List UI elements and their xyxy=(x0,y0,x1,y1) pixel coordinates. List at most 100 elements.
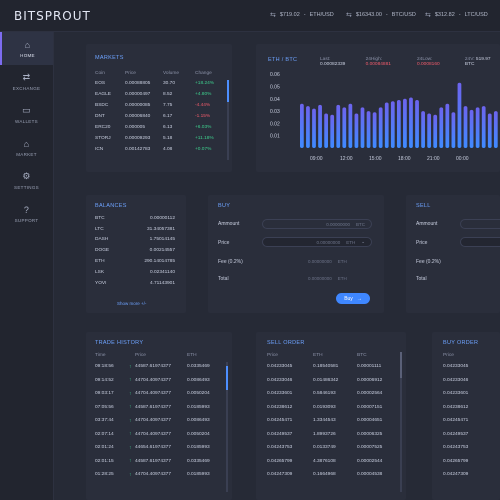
trade-history-scrollbar[interactable] xyxy=(226,362,228,492)
table-row[interactable]: EOS 0.00088805 30.70 +18.24% xyxy=(95,78,225,89)
sidebar-item-wallets[interactable]: ▭ WALLETS xyxy=(0,98,53,131)
table-row[interactable]: 0.04247309 xyxy=(443,468,499,482)
chart-bar[interactable] xyxy=(300,103,304,148)
table-row[interactable]: 09:03:17 ↑ 44704.40974377 0.0050204 xyxy=(95,387,225,401)
markets-scrollbar[interactable] xyxy=(227,80,229,160)
table-row[interactable]: LSK 0.02341140 xyxy=(95,267,175,278)
chart-bar[interactable] xyxy=(487,113,492,148)
scrollbar-thumb[interactable] xyxy=(226,366,228,390)
table-row[interactable]: 0.04233045 0.18540581 0.00001111 xyxy=(267,360,397,374)
table-row[interactable]: 09:18:56 ↑ 44587.61974377 0.0335469 xyxy=(95,360,225,374)
chart-bar[interactable] xyxy=(372,112,377,148)
chart-bar[interactable] xyxy=(318,104,322,148)
ticker-value: $719.02 xyxy=(279,12,300,18)
ticker-ltc-usd[interactable]: ⇆ $312.82 - LTC/USD xyxy=(425,11,488,19)
table-row[interactable]: ICN 0.00142783 4.08 +0.07% xyxy=(95,144,225,155)
chart-bar[interactable] xyxy=(457,82,462,148)
table-row[interactable]: 0.04233045 xyxy=(443,360,499,374)
chart-bar[interactable] xyxy=(475,107,480,148)
table-row[interactable]: 02:01:24 ↑ 44654.61974377 0.0185993 xyxy=(95,441,225,455)
ticker-btc-usd[interactable]: ⇆ $16343.00 - BTC/USD xyxy=(346,11,416,19)
chart-bar[interactable] xyxy=(366,111,371,148)
chart-bar[interactable] xyxy=(354,113,359,148)
chart-bar[interactable] xyxy=(403,98,407,148)
table-row[interactable]: 0.04233601 xyxy=(443,387,499,401)
table-row[interactable]: 07:05:56 ↑ 44587.61974377 0.0185993 xyxy=(95,401,225,415)
chart-bar[interactable] xyxy=(360,107,365,148)
chevron-down-icon[interactable]: ⌄ xyxy=(361,239,365,244)
chart-bar[interactable] xyxy=(409,97,413,148)
scrollbar-thumb[interactable] xyxy=(400,352,402,378)
table-row[interactable]: 0.04249537 1.8993726 0.00006325 xyxy=(267,428,397,442)
table-cell: 0.04243753 xyxy=(267,445,293,451)
table-row[interactable]: 0.04233046 0.01486342 0.00006912 xyxy=(267,374,397,388)
chart-bar[interactable] xyxy=(451,112,456,148)
chart-bar[interactable] xyxy=(463,106,468,148)
sell-order-scrollbar[interactable] xyxy=(400,352,402,492)
table-row[interactable]: 0.04233601 0.5846193 0.00002564 xyxy=(267,387,397,401)
chart-bar[interactable] xyxy=(324,113,328,148)
sell-price-input[interactable] xyxy=(460,237,500,247)
chart-bar[interactable] xyxy=(481,106,486,148)
table-row[interactable]: 03:37:44 ↑ 44704.40974377 0.0086493 xyxy=(95,414,225,428)
table-cell: 0.04233046 xyxy=(267,377,293,383)
table-row[interactable]: ERC20 0.000005 6.13 +6.03% xyxy=(95,122,225,133)
table-row[interactable]: 0.04249537 xyxy=(443,428,499,442)
chart-bar[interactable] xyxy=(415,100,419,148)
chart-bar[interactable] xyxy=(378,107,383,148)
show-more-link[interactable]: Show more +/- xyxy=(117,301,147,306)
table-row[interactable]: STORJ 0.00009293 5.18 +11.18% xyxy=(95,133,225,144)
table-row[interactable]: 02:07:14 ↑ 44704.40974377 0.0050204 xyxy=(95,428,225,442)
table-row[interactable]: 0.04233046 xyxy=(443,374,499,388)
chart-bar[interactable] xyxy=(421,111,425,148)
chart-bar[interactable] xyxy=(306,106,310,148)
chart-bar[interactable] xyxy=(342,107,347,148)
chart-bar[interactable] xyxy=(439,107,444,148)
sidebar-item-support[interactable]: ? SUPPORT xyxy=(0,197,53,230)
sidebar-item-settings[interactable]: ⚙ SETTINGS xyxy=(0,164,53,197)
table-row[interactable]: 0.04265799 4.3876108 0.00002544 xyxy=(267,455,397,469)
chart-bar[interactable] xyxy=(427,113,432,148)
table-row[interactable]: EAGLE 0.00000497 8.52 +4.80% xyxy=(95,89,225,100)
buy-button[interactable]: Buy → xyxy=(336,293,370,304)
brand-logo[interactable]: BITSPROUT xyxy=(14,9,91,23)
table-row[interactable]: 02:01:15 ↑ 44587.61974377 0.0335469 xyxy=(95,455,225,469)
table-row[interactable]: 09:14:52 ↑ 44704.40974377 0.0086493 xyxy=(95,374,225,388)
sidebar-item-exchange[interactable]: ⇄ EXCHANGE xyxy=(0,65,53,98)
sell-amount-input[interactable] xyxy=(460,219,500,229)
chart-bar[interactable] xyxy=(445,103,450,148)
table-row[interactable]: 0.04238612 xyxy=(443,401,499,415)
table-row[interactable]: 0.04245471 xyxy=(443,414,499,428)
chart-bar[interactable] xyxy=(384,102,389,148)
table-row[interactable]: ETH 290.14014785 xyxy=(95,256,175,267)
table-row[interactable]: LTC 31.34057381 xyxy=(95,224,175,235)
table-row[interactable]: DNT 0.00006840 6.17 -1.15% xyxy=(95,111,225,122)
chart-bar[interactable] xyxy=(493,111,498,148)
table-row[interactable]: DASH 1.75014145 xyxy=(95,235,175,246)
table-row[interactable]: 01:28:25 ↑ 44704.40974377 0.0185993 xyxy=(95,468,225,482)
chart-bar[interactable] xyxy=(433,114,438,148)
sidebar-item-market[interactable]: ⌂ MARKET xyxy=(0,131,53,164)
chart-bar[interactable] xyxy=(390,101,395,148)
table-row[interactable]: DOGE 0.00214557 xyxy=(95,245,175,256)
sidebar-item-home[interactable]: ⌂ HOME xyxy=(0,32,53,65)
ticker-eth-usd[interactable]: ⇆ $719.02 - ETH/USD xyxy=(270,11,334,19)
chart-bar[interactable] xyxy=(330,114,335,148)
table-row[interactable]: 0.04247309 0.1664968 0.00004538 xyxy=(267,468,397,482)
scrollbar-thumb[interactable] xyxy=(227,80,229,102)
buy-price-input[interactable]: 0.00000000 ETH ⌄ xyxy=(262,237,372,247)
chart-bar[interactable] xyxy=(396,100,401,148)
table-row[interactable]: 0.04243753 xyxy=(443,441,499,455)
table-row[interactable]: 0.04238612 0.0193093 0.00007151 xyxy=(267,401,397,415)
chart-bar[interactable] xyxy=(469,109,474,148)
chart-bar[interactable] xyxy=(348,103,353,148)
table-row[interactable]: 0.04243753 0.0133749 0.00007525 xyxy=(267,441,397,455)
table-row[interactable]: 0.04265799 xyxy=(443,455,499,469)
table-row[interactable]: 0.04245471 1.3344543 0.00004651 xyxy=(267,414,397,428)
chart-bar[interactable] xyxy=(312,108,316,148)
buy-amount-input[interactable]: 0.00000000 BTC xyxy=(262,219,372,229)
table-row[interactable]: YOVI 4.71143901 xyxy=(95,278,175,289)
table-row[interactable]: BTC 0.00000112 xyxy=(95,213,175,224)
chart-bar[interactable] xyxy=(336,104,341,148)
table-row[interactable]: BSDC 0.00000085 7.75 -4.44% xyxy=(95,100,225,111)
